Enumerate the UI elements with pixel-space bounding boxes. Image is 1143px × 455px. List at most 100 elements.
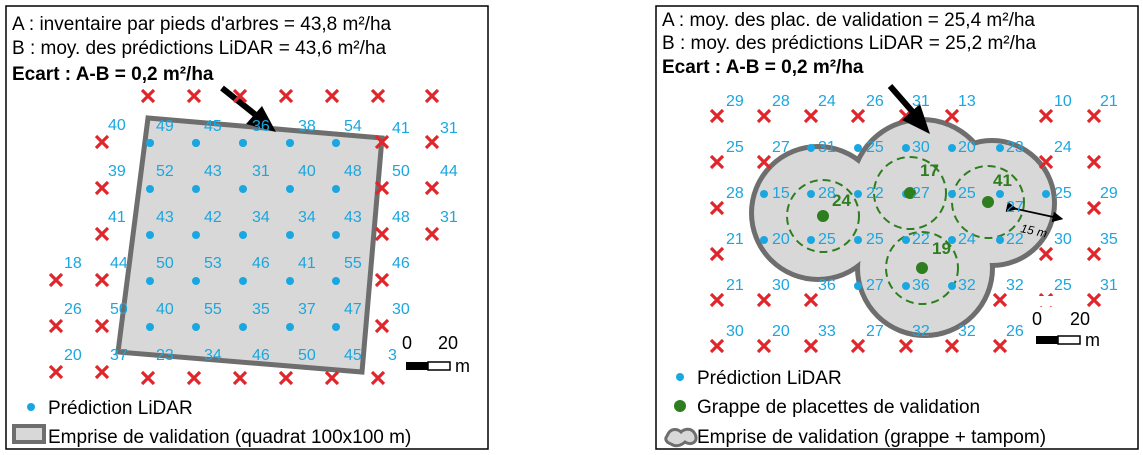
value-label: 48: [392, 209, 410, 226]
value-label: 40: [298, 163, 316, 180]
value-label: 46: [252, 347, 270, 364]
cross-mark: [756, 292, 772, 308]
legend-footprint-symbol: [664, 427, 698, 448]
cluster-center: [982, 196, 994, 208]
lidar-point: [807, 144, 815, 152]
cross-mark: [186, 370, 202, 386]
cross-mark: [278, 370, 294, 386]
cross-mark: [1038, 154, 1054, 170]
value-label: 29: [726, 93, 744, 110]
lidar-point: [332, 139, 340, 147]
lidar-point: [286, 231, 294, 239]
value-label: 15: [772, 185, 790, 202]
cross-mark: [709, 292, 725, 308]
value-label: 38: [298, 118, 316, 135]
buffer-arrow: [1005, 201, 1064, 223]
cross-mark: [992, 338, 1008, 354]
scale-bar-black: [1036, 336, 1058, 344]
value-label: 21: [1100, 93, 1118, 110]
value-label: 27: [912, 185, 930, 202]
right-line-a: A : moy. des plac. de validation = 25,4 …: [662, 10, 1035, 31]
value-label: 41: [298, 255, 316, 272]
lidar-point: [286, 139, 294, 147]
lidar-point: [332, 277, 340, 285]
scale-bar-white: [1057, 335, 1081, 345]
value-label: 20: [64, 347, 82, 364]
value-label: 27: [772, 139, 790, 156]
left-value-labels: 40 31 41 49 45 36 38 54 39 52 43 31 40 4…: [64, 117, 458, 364]
cluster-value: 24: [832, 191, 851, 210]
value-label: 49: [156, 118, 174, 135]
cross-mark: [186, 88, 202, 104]
value-label: 28: [726, 185, 744, 202]
value-label: 25: [1054, 277, 1072, 294]
value-label: 3: [388, 347, 397, 364]
lidar-point: [996, 190, 1004, 198]
left-scale-bar: 0 20 m: [402, 333, 470, 376]
value-label: 32: [958, 277, 976, 294]
lidar-point: [286, 277, 294, 285]
value-label: 50: [156, 255, 174, 272]
legend-quadrat-symbol: [12, 424, 46, 444]
cross-mark: [756, 108, 772, 124]
lidar-point: [948, 236, 956, 244]
cross-mark: [324, 370, 340, 386]
cross-mark: [709, 338, 725, 354]
legend-quadrat-label: Emprise de validation (quadrat 100x100 m…: [48, 427, 411, 448]
value-label: 31: [912, 93, 930, 110]
left-panel-frame: [5, 5, 489, 450]
lidar-point: [854, 282, 862, 290]
cross-mark: [140, 370, 156, 386]
right-arrow-head: [902, 104, 930, 134]
value-label: 26: [866, 93, 884, 110]
value-label: 27: [1006, 199, 1024, 216]
lidar-point: [146, 139, 154, 147]
left-crosses: [48, 88, 440, 386]
value-label: 22: [866, 185, 884, 202]
scale-unit: m: [455, 356, 470, 376]
cluster-centers: [817, 187, 994, 274]
cross-mark: [94, 272, 110, 288]
cross-mark: [94, 226, 110, 242]
lidar-point: [902, 236, 910, 244]
lidar-point: [807, 236, 815, 244]
left-arrow-head: [246, 106, 276, 132]
right-legend: Prédiction LiDAR Grappe de placettes de …: [664, 368, 1046, 448]
value-label: 30: [772, 277, 790, 294]
value-label: 37: [298, 301, 316, 318]
cross-mark: [374, 134, 390, 150]
lidar-point: [192, 323, 200, 331]
value-label: 10: [1054, 93, 1072, 110]
value-label: 42: [204, 209, 222, 226]
cross-mark: [709, 154, 725, 170]
value-label: 35: [252, 301, 270, 318]
value-label: 21: [726, 277, 744, 294]
cross-mark: [1038, 108, 1054, 124]
cross-mark: [1086, 108, 1102, 124]
lidar-point: [239, 231, 247, 239]
scale-label-0: 0: [402, 333, 412, 353]
value-label: 40: [156, 301, 174, 318]
cluster-center: [817, 210, 829, 222]
lidar-point: [192, 231, 200, 239]
cross-mark: [756, 338, 772, 354]
cross-mark: [48, 272, 64, 288]
lidar-point: [332, 231, 340, 239]
cross-mark: [140, 88, 156, 104]
cross-mark: [1038, 246, 1054, 262]
value-label: 20: [772, 323, 790, 340]
value-label: 44: [110, 255, 128, 272]
value-label: 24: [1054, 139, 1072, 156]
lidar-point: [332, 323, 340, 331]
value-label: 50: [392, 163, 410, 180]
value-label: 28: [818, 185, 836, 202]
value-label: 18: [64, 255, 82, 272]
cross-mark: [48, 318, 64, 334]
value-label: 50: [110, 301, 128, 318]
value-label: 34: [298, 209, 316, 226]
lidar-point: [996, 236, 1004, 244]
value-label: 55: [204, 301, 222, 318]
lidar-point: [146, 185, 154, 193]
lidar-point: [948, 190, 956, 198]
cross-mark: [94, 318, 110, 334]
